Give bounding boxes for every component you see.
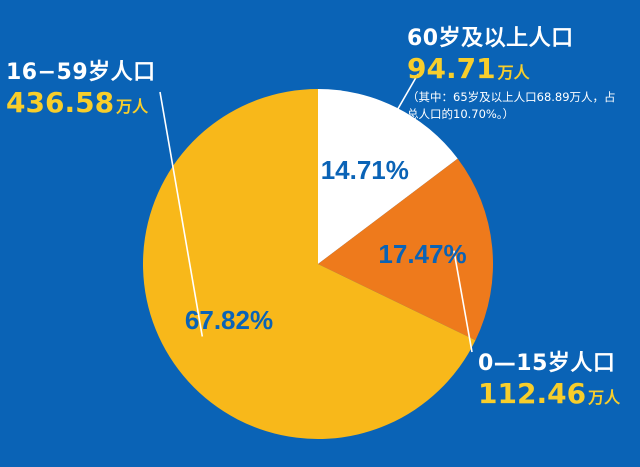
leader-line-s60 [378, 73, 419, 143]
category-name-60-plus: 60岁及以上人口 [407, 26, 574, 51]
note-65-plus: （其中：65岁及以上人口68.89万人，占总人口的10.70%。） [407, 90, 616, 121]
category-name-16-59: 16−59岁人口 [6, 60, 156, 85]
pie-slice-s16_59 [142, 89, 476, 440]
value-number-60-plus: 94.71 [407, 52, 496, 85]
leader-line-s0_15 [453, 250, 473, 353]
pie-slice-s0_15 [318, 158, 493, 341]
percent-label-s60: 14.71% [321, 155, 409, 185]
percent-label-s16_59: 67.82% [185, 305, 273, 335]
value-number-0-15: 112.46 [478, 377, 587, 410]
value-number-16-59: 436.58 [6, 86, 115, 119]
label-0-15: 0—15岁人口 112.46 万人 [478, 345, 620, 410]
value-unit-16-59: 万人 [116, 97, 149, 116]
value-0-15: 112.46 万人 [478, 377, 620, 410]
pie-slice-s60 [318, 89, 458, 264]
value-unit-0-15: 万人 [588, 388, 621, 407]
label-60-plus: 60岁及以上人口 94.71 万人 （其中：65岁及以上人口68.89万人，占总人… [407, 20, 622, 123]
category-name-0-15: 0—15岁人口 [478, 351, 616, 376]
percent-label-s0_15: 17.47% [378, 239, 466, 269]
value-16-59: 436.58 万人 [6, 86, 156, 119]
label-16-59: 16−59岁人口 436.58 万人 [6, 54, 156, 119]
leader-line-s16_59 [159, 91, 204, 337]
value-unit-60-plus: 万人 [497, 63, 530, 82]
value-60-plus: 94.71 万人 [407, 52, 622, 85]
